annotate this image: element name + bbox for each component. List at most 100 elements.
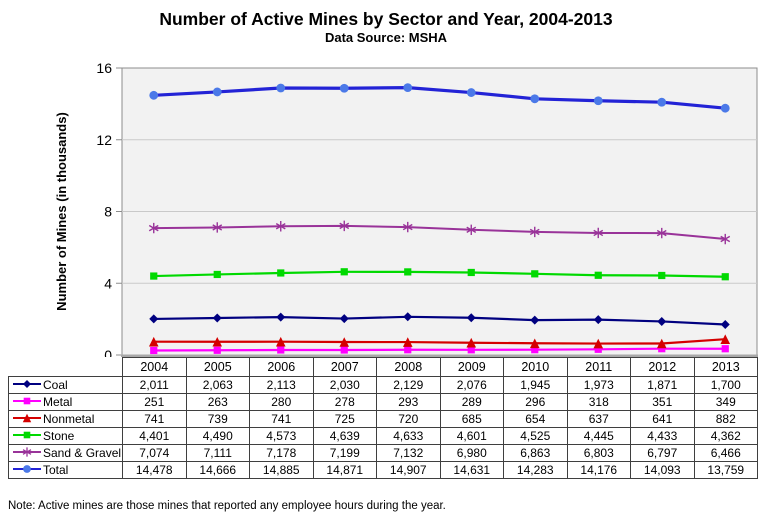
- value-cell: 7,074: [122, 444, 187, 462]
- star-marker: [339, 220, 350, 232]
- square-legend-icon: [13, 397, 41, 405]
- y-tick-label-0: 0: [104, 347, 112, 357]
- series-label: Coal: [43, 378, 68, 392]
- y-tick-label-12: 12: [96, 132, 112, 148]
- circle-marker: [276, 83, 286, 93]
- value-cell: 4,633: [376, 427, 441, 445]
- value-cell: 2,113: [249, 376, 314, 394]
- chart-title: Number of Active Mines by Sector and Yea…: [159, 9, 613, 29]
- diamond-marker: [212, 313, 222, 323]
- value-cell: 289: [439, 393, 504, 411]
- series-line-coal: [153, 315, 726, 326]
- series-line-stone: [153, 270, 726, 278]
- value-cell: 641: [630, 410, 695, 428]
- triangle-marker: [339, 337, 350, 347]
- year-header-cell: 2010: [503, 357, 568, 377]
- table-body: Coal 2,011 2,063 2,113 2,030 2,129 2,076 1,945 1…: [8, 376, 758, 479]
- star-marker: [212, 222, 223, 233]
- table-corner-cell: [8, 357, 123, 377]
- value-cell: 14,176: [566, 461, 631, 479]
- diamond-marker: [593, 315, 603, 325]
- triangle-legend-icon: [13, 413, 41, 423]
- series-line-nonmetal: [153, 338, 726, 345]
- circle-marker: [212, 87, 222, 97]
- circle-marker: [720, 103, 730, 113]
- value-cell: 4,490: [185, 427, 250, 445]
- triangle-marker: [720, 334, 731, 344]
- line-chart: 0 4 8 12 16 Number of Mines (in thousands): [54, 60, 758, 357]
- value-cell: 654: [503, 410, 568, 428]
- value-cell: 741: [249, 410, 314, 428]
- value-cell: 7,111: [185, 444, 250, 462]
- circle-marker: [339, 83, 349, 93]
- value-cell: 1,973: [566, 376, 631, 394]
- value-cell: 1,945: [503, 376, 568, 394]
- square-marker: [213, 346, 221, 354]
- value-cell: 2,030: [312, 376, 377, 394]
- table-header: 2004 2005 2006 2007 2008 2009 2010 2011 2012 2013: [8, 357, 758, 377]
- series-line-metal: [153, 347, 726, 352]
- value-cell: 14,871: [312, 461, 377, 479]
- value-cell: 296: [503, 393, 568, 411]
- value-cell: 685: [439, 410, 504, 428]
- circle-marker: [23, 465, 31, 473]
- value-cell: 4,601: [439, 427, 504, 445]
- diamond-marker: [276, 312, 286, 322]
- table-row-metal: Metal 251 263 280 278 293 289 296 318 351 349: [8, 393, 758, 411]
- value-cell: 6,803: [566, 444, 631, 462]
- square-marker: [658, 345, 666, 353]
- square-marker: [594, 271, 602, 279]
- diamond-marker: [720, 320, 730, 330]
- footnote: Note: Active mines are those mines that …: [8, 500, 446, 512]
- star-marker: [22, 447, 32, 457]
- year-header-cell: 2006: [249, 357, 314, 377]
- legend-cell: Metal: [8, 393, 123, 411]
- square-marker: [150, 346, 158, 355]
- diamond-marker: [657, 316, 667, 326]
- series-label: Metal: [43, 395, 73, 409]
- value-cell: 720: [376, 410, 441, 428]
- star-marker: [529, 226, 540, 238]
- value-cell: 2,063: [185, 376, 250, 394]
- square-marker: [721, 345, 729, 353]
- value-cell: 6,863: [503, 444, 568, 462]
- value-cell: 4,445: [566, 427, 631, 445]
- triangle-marker: [148, 336, 159, 347]
- diamond-marker: [149, 314, 159, 324]
- star-marker: [656, 227, 667, 239]
- table-row-coal: Coal 2,011 2,063 2,113 2,030 2,129 2,076 1,945 1…: [8, 376, 758, 394]
- diamond-legend-icon: [13, 380, 41, 388]
- square-marker: [340, 268, 348, 276]
- triangle-marker: [212, 336, 223, 347]
- value-cell: 263: [185, 393, 250, 411]
- circle-marker: [657, 97, 667, 107]
- square-marker: [277, 269, 285, 277]
- triangle-marker: [529, 338, 540, 349]
- legend-cell: Stone: [8, 427, 123, 445]
- value-cell: 6,466: [693, 444, 758, 462]
- square-marker: [721, 273, 729, 281]
- square-marker: [404, 346, 412, 354]
- value-cell: 318: [566, 393, 631, 411]
- circle-marker: [530, 94, 540, 104]
- series-line-sand-gravel: [153, 224, 726, 241]
- value-cell: 2,076: [439, 376, 504, 394]
- value-cell: 14,093: [630, 461, 695, 479]
- square-marker: [23, 397, 31, 405]
- value-cell: 13,759: [693, 461, 758, 479]
- year-header-cell: 2012: [630, 357, 695, 377]
- triangle-marker: [466, 337, 477, 348]
- series-label: Total: [43, 463, 69, 477]
- triangle-marker: [593, 338, 604, 349]
- diamond-marker: [530, 315, 540, 325]
- value-cell: 293: [376, 393, 441, 411]
- y-tick-label-4: 4: [104, 275, 112, 291]
- year-header-cell: 2009: [439, 357, 504, 377]
- value-cell: 7,178: [249, 444, 314, 462]
- square-marker: [213, 270, 221, 279]
- value-cell: 4,573: [249, 427, 314, 445]
- square-marker: [658, 271, 666, 280]
- legend-cell: Coal: [8, 376, 123, 394]
- year-header-cell: 2007: [312, 357, 377, 377]
- year-header-cell: 2005: [185, 357, 250, 377]
